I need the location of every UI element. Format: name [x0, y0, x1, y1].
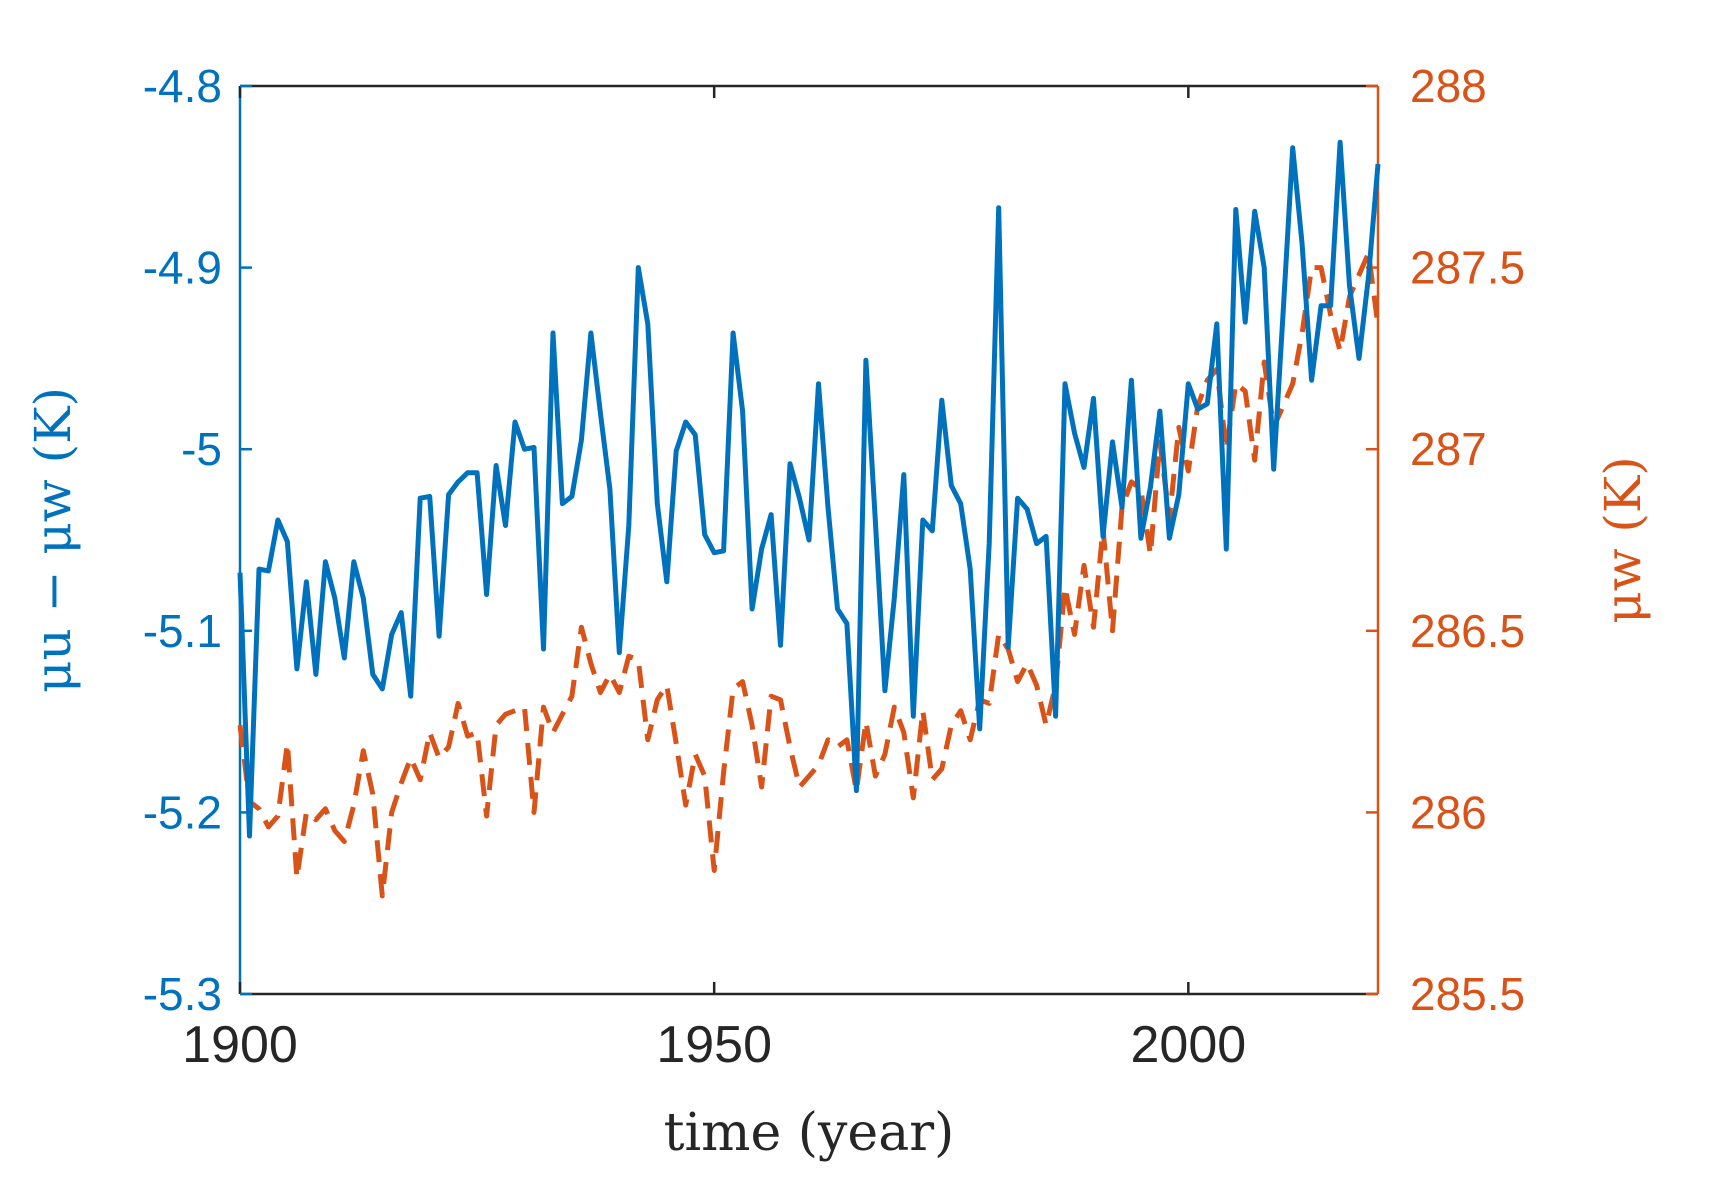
right-tick-label: 288: [1410, 60, 1487, 112]
tick-labels: 1900 1950 2000 -4.8 -4.9 -5 -5.1 -5.2 -5.3 288 287…: [143, 60, 1525, 1074]
right-axis-label: μw (K): [1594, 456, 1652, 624]
left-tick-label: -4.9: [143, 242, 222, 294]
x-tick-label: 1950: [656, 1016, 772, 1074]
right-tick-label: 286.5: [1410, 605, 1525, 657]
series-line-mu-u-minus-mu-w: [237, 139, 1381, 839]
left-tick-label: -5.3: [143, 968, 222, 1020]
left-tick-label: -5.1: [143, 605, 222, 657]
series-layer: [237, 139, 1381, 899]
left-axis-label: μu − μw (K): [24, 387, 82, 693]
left-tick-label: -5: [181, 423, 222, 475]
x-axis-label: time (year): [664, 1103, 955, 1163]
left-tick-label: -4.8: [143, 60, 222, 112]
x-tick-label: 1900: [182, 1016, 298, 1074]
series-line-mu-w: [237, 250, 1381, 899]
x-tick-label: 2000: [1130, 1016, 1246, 1074]
left-tick-label: -5.2: [143, 786, 222, 838]
right-tick-label: 287.5: [1410, 242, 1525, 294]
right-tick-label: 287: [1410, 423, 1487, 475]
right-tick-label: 285.5: [1410, 968, 1525, 1020]
right-tick-label: 286: [1410, 786, 1487, 838]
